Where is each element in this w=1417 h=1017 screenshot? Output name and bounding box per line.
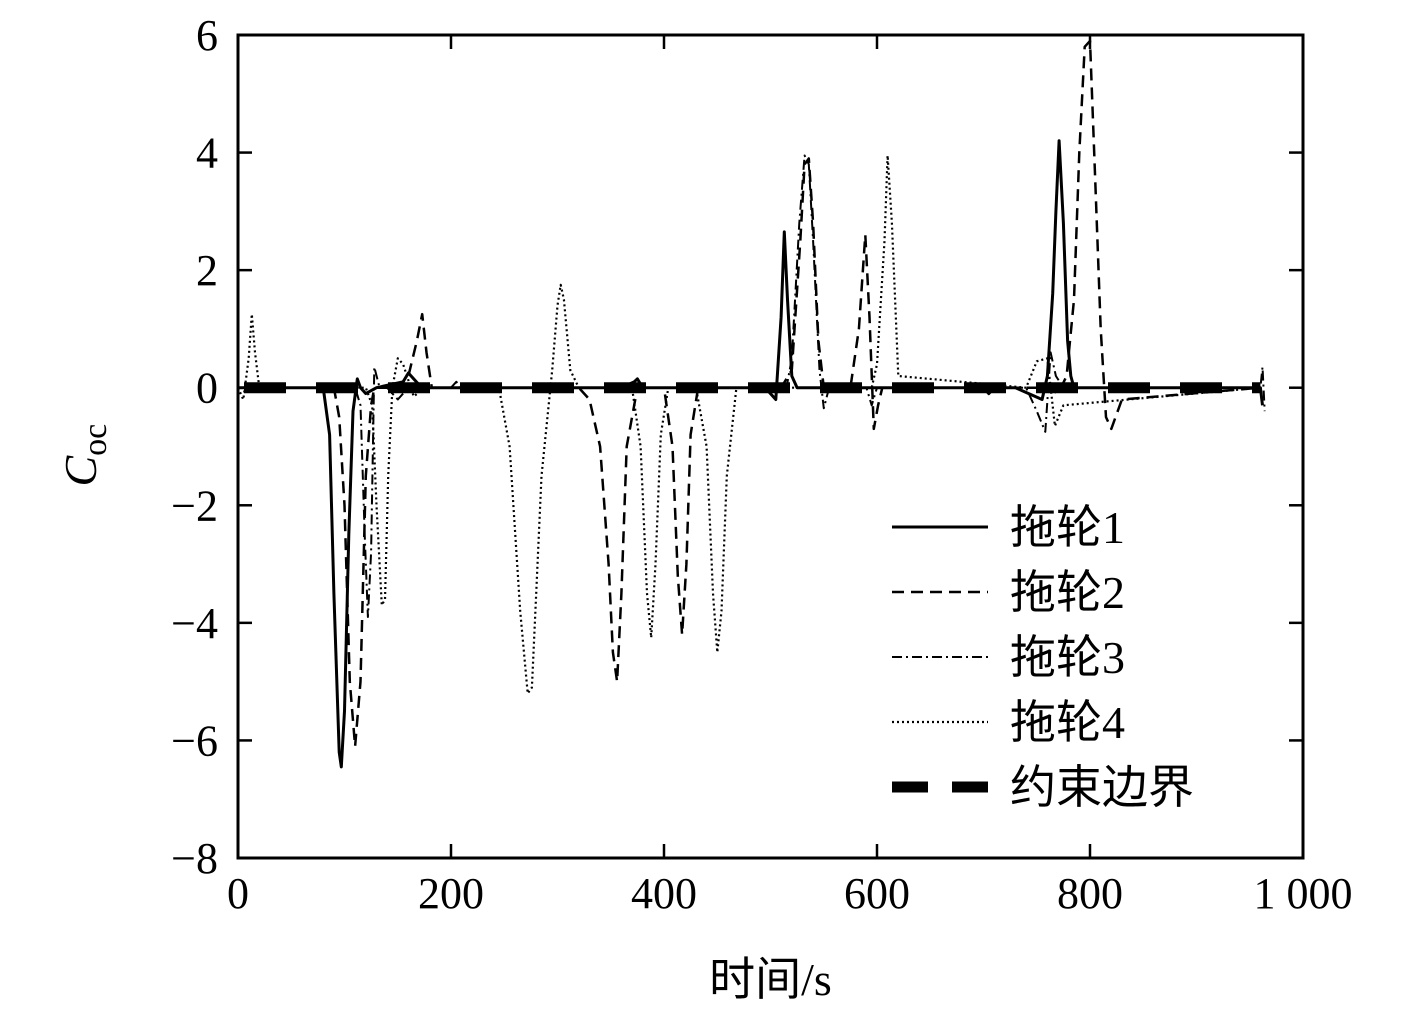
x-tick-label: 200 xyxy=(418,869,484,918)
x-axis-title: 时间/s xyxy=(709,954,832,1005)
y-axis-title-sub: oc xyxy=(77,424,114,456)
y-tick-label: 6 xyxy=(196,11,218,60)
y-tick-label: −6 xyxy=(171,716,218,765)
x-tick-label: 1 000 xyxy=(1254,869,1353,918)
legend-label-4: 拖轮4 xyxy=(1010,697,1125,748)
tick-labels: 0 200 400 600 800 1 000 −8 −6 −4 −2 0 2 4 6 xyxy=(171,11,1352,918)
y-axis-title-main: C xyxy=(55,455,106,487)
y-tick-label: −2 xyxy=(171,481,218,530)
x-tick-label: 600 xyxy=(844,869,910,918)
y-tick-label: −8 xyxy=(171,834,218,883)
y-tick-label: −4 xyxy=(171,599,218,648)
legend-label-1: 拖轮1 xyxy=(1010,502,1125,553)
y-tick-label: 2 xyxy=(196,246,218,295)
x-tick-label: 800 xyxy=(1057,869,1123,918)
y-tick-label: 0 xyxy=(196,364,218,413)
plot-frame xyxy=(236,33,1305,860)
x-tick-label: 0 xyxy=(227,869,249,918)
legend: 拖轮1 拖轮2 拖轮3 拖轮4 约束边界 xyxy=(892,502,1194,813)
series-line-4 xyxy=(236,154,1261,695)
legend-label-2: 拖轮2 xyxy=(1010,567,1125,618)
legend-label-5: 约束边界 xyxy=(1010,762,1194,813)
legend-label-3: 拖轮3 xyxy=(1010,632,1125,683)
series-line-1 xyxy=(238,139,1264,769)
y-axis-title: Coc xyxy=(55,424,114,487)
x-tick-label: 400 xyxy=(631,869,697,918)
series-layer xyxy=(236,39,1266,769)
y-tick-label: 4 xyxy=(196,129,218,178)
ticks-layer xyxy=(236,33,1305,860)
series-line-3 xyxy=(238,154,1266,618)
